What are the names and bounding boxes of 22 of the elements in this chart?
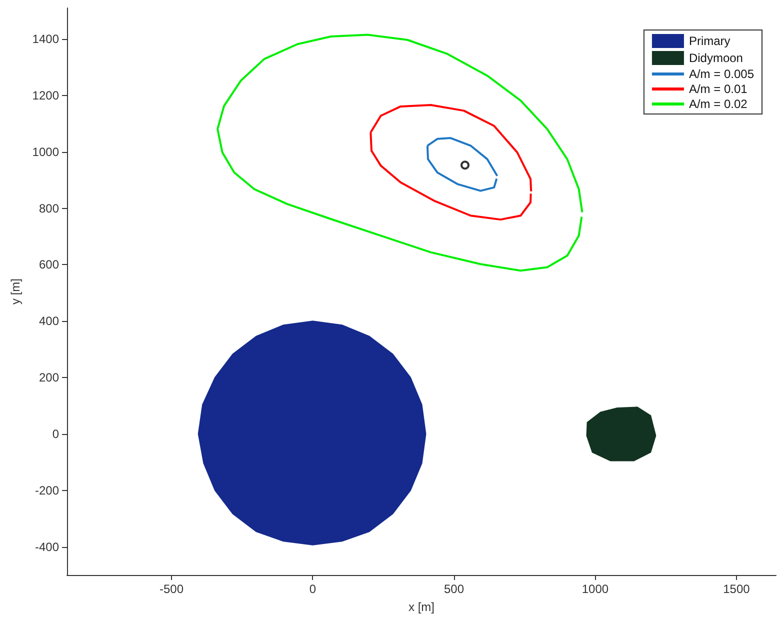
x-tick-label: 0 [309, 582, 316, 596]
y-tick-label: 1400 [32, 32, 60, 46]
y-tick-label: 800 [38, 201, 60, 216]
x-tick-label: 1000 [582, 582, 609, 596]
y-tick-label: 200 [38, 370, 60, 385]
legend-label: A/m = 0.005 [688, 67, 754, 81]
y-tick-label: 1000 [32, 144, 60, 159]
y-tick-label: -200 [34, 483, 60, 498]
legend-label: A/m = 0.01 [688, 82, 748, 96]
y-tick-label: 400 [38, 314, 60, 328]
y-tick-label: -400 [34, 540, 60, 554]
legend-label: A/m = 0.02 [688, 97, 748, 111]
legend-label: Primary [688, 34, 730, 48]
legend-label: Didymoon [688, 51, 743, 65]
x-tick-label: -500 [160, 582, 184, 596]
x-tick-label: 1500 [723, 582, 750, 596]
y-tick-label: 1200 [32, 88, 60, 102]
y-tick-label: 0 [52, 426, 60, 441]
y-tick-label: 600 [38, 258, 60, 272]
x-tick-label: 500 [444, 582, 464, 596]
y-axis-title: y [m] [8, 278, 22, 304]
x-axis-title: x [m] [408, 600, 434, 614]
